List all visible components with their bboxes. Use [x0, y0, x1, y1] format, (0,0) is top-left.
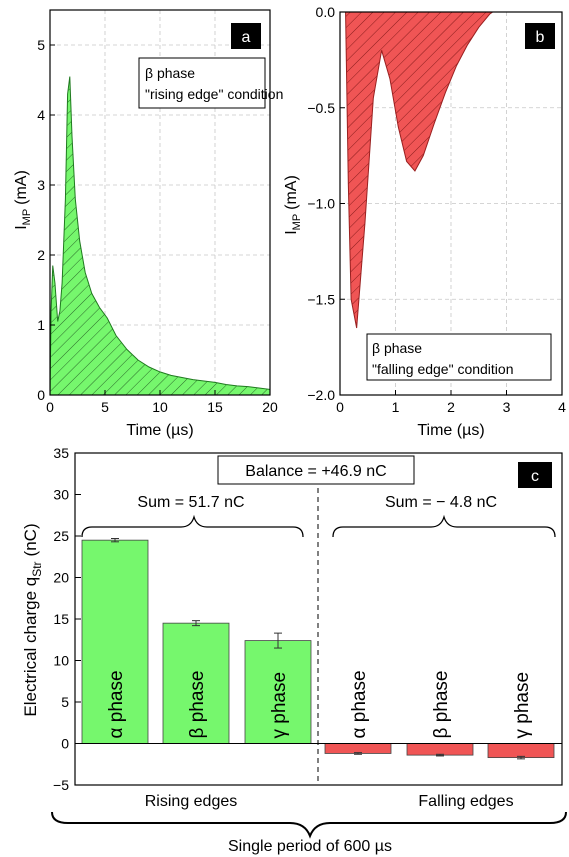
panel-a-xtick-label: 20: [262, 399, 278, 415]
bar: [324, 743, 392, 754]
panel-b: 0 1 2 3 4 −2.0 −1.5 −1.0 −0.5 0.0 β phase "fallin…: [283, 4, 566, 439]
panel-b-ytick-label: −2.0: [307, 387, 335, 403]
panel-c-ytick-label: 5: [61, 694, 69, 710]
panel-b-ytick-label: −0.5: [307, 100, 335, 116]
panel-c-ytick-label: 15: [53, 611, 69, 627]
panel-a-letter-box: [231, 23, 261, 49]
panel-b-annotation-box: [366, 333, 552, 381]
panel-c-ytick-label: 10: [53, 653, 69, 669]
bar: [406, 743, 474, 756]
panel-a-ytick-label: 0: [37, 387, 45, 403]
panel-a-annotation-line2: "rising edge" condition: [145, 86, 283, 102]
brace-falling: [332, 514, 556, 538]
balance-box: [217, 455, 415, 485]
panel-b-letter-box: [525, 23, 555, 49]
balance-label: Balance = +46.9 nC: [245, 463, 386, 480]
period-label: Single period of 600 µs: [228, 838, 392, 855]
sum-falling-label: Sum = − 4.8 nC: [385, 494, 497, 511]
panel-b-xtick-label: 3: [503, 399, 511, 415]
brace-period: [51, 811, 567, 839]
panel-c-letter-box: [518, 462, 552, 488]
panel-b-annotation-line1: β phase: [372, 340, 422, 356]
panel-b-area: [345, 11, 495, 329]
panel-a: 0 5 10 15 20 0 1 2 3 4 5 β phase "rising edge" con…: [13, 9, 283, 439]
panel-a-ytick-label: 2: [37, 247, 45, 263]
panel-a-ylabel: IMP(mA): [13, 170, 33, 230]
panel-b-xtick-label: 4: [558, 399, 566, 415]
panel-b-xtick-label: 0: [336, 399, 344, 415]
bar-category-label: α phase: [106, 670, 127, 738]
panel-a-ytick-label: 5: [37, 37, 45, 53]
panel-a-annotation-box: [138, 57, 266, 109]
panel-b-xlabel: Time (µs): [417, 422, 484, 439]
panel-a-xtick-label: 10: [152, 399, 168, 415]
panel-a-xlabel: Time (µs): [126, 422, 193, 439]
bar: [162, 622, 230, 744]
panel-a-annotation-line1: β phase: [145, 65, 195, 81]
panel-b-ytick-label: −1.5: [307, 291, 335, 307]
panel-c: α phase β phase γ phase α phase β phase γ pha…: [21, 445, 567, 855]
panel-a-xtick-label: 0: [46, 399, 54, 415]
bar: [244, 640, 312, 744]
panel-a-letter: a: [242, 29, 251, 46]
panel-b-ytick-label: 0.0: [316, 4, 336, 20]
panel-b-annotation-line2: "falling edge" condition: [372, 361, 513, 377]
group-rising-label: Rising edges: [145, 793, 238, 810]
panel-a-ytick-label: 4: [37, 107, 45, 123]
panel-b-ylabel: IMP(mA): [283, 175, 303, 235]
bar-category-label: γ phase: [512, 672, 533, 739]
panel-c-letter: c: [531, 468, 539, 485]
bar-category-label: γ phase: [269, 672, 290, 739]
panel-b-xtick-label: 1: [392, 399, 400, 415]
bar-category-label: β phase: [431, 671, 452, 739]
panel-a-ytick-label: 3: [37, 177, 45, 193]
panel-a-xtick-label: 5: [101, 399, 109, 415]
panel-b-ytick-label: −1.0: [307, 196, 335, 212]
panel-c-ytick-label: −5: [53, 777, 69, 793]
panel-c-ytick-label: 25: [53, 528, 69, 544]
brace-rising: [81, 514, 304, 538]
panel-c-ylabel: Electrical charge qStr(nC): [21, 523, 44, 716]
bar: [487, 743, 555, 759]
sum-rising-label: Sum = 51.7 nC: [137, 494, 244, 511]
bar-category-label: β phase: [187, 671, 208, 739]
panel-a-xtick-label: 15: [207, 399, 223, 415]
group-falling-label: Falling edges: [418, 793, 513, 810]
panel-c-ytick-label: 0: [61, 736, 69, 752]
panel-b-xtick-label: 2: [447, 399, 455, 415]
bar-category-label: α phase: [349, 670, 370, 738]
bar: [81, 539, 149, 744]
panel-a-ytick-label: 1: [37, 317, 45, 333]
panel-c-ytick-label: 30: [53, 487, 69, 503]
panel-c-ytick-label: 35: [53, 445, 69, 461]
panel-c-ytick-label: 20: [53, 570, 69, 586]
panel-a-area: [49, 76, 271, 396]
panel-b-letter: b: [536, 29, 545, 46]
